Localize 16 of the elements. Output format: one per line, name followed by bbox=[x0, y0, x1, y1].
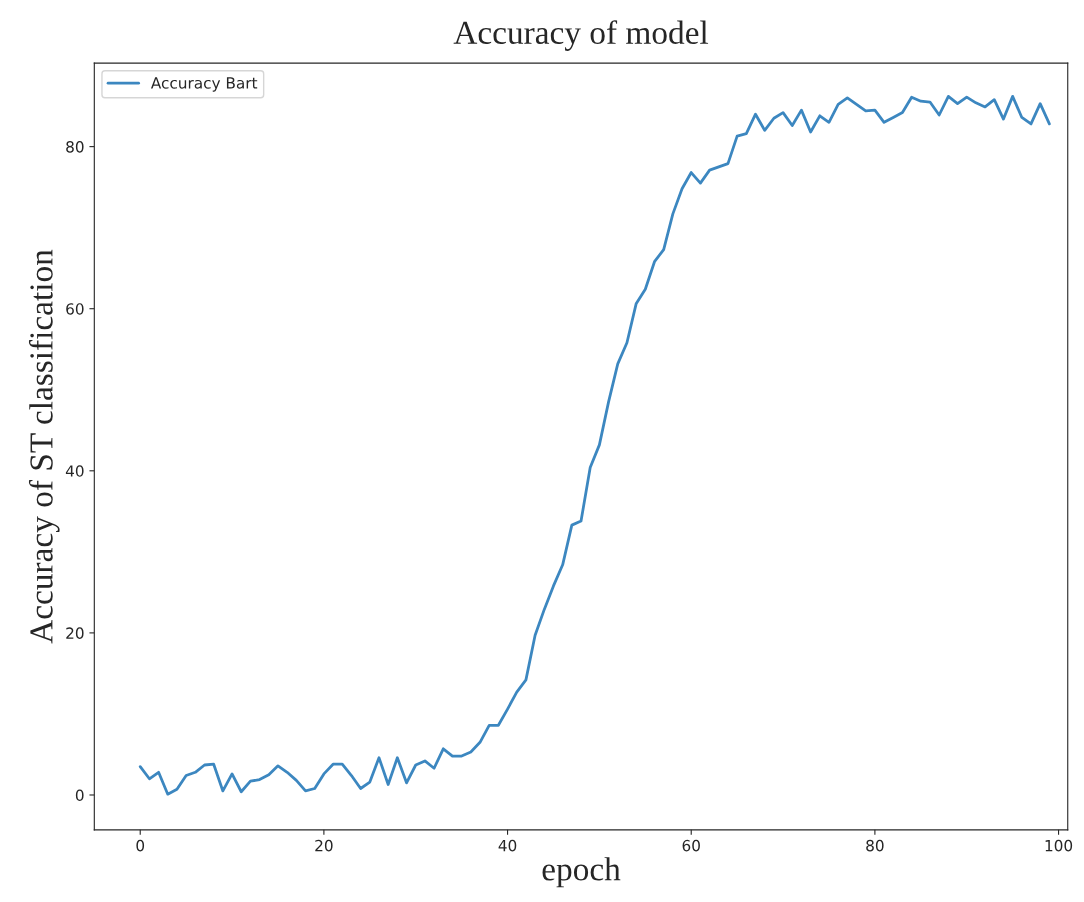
x-tick-label: 60 bbox=[682, 839, 700, 852]
y-tick-label: 0 bbox=[75, 789, 84, 802]
legend-label: Accuracy Bart bbox=[150, 77, 258, 92]
y-tick-label: 20 bbox=[66, 627, 84, 639]
y-tick-label: 60 bbox=[66, 303, 84, 315]
chart-title: Accuracy of model bbox=[453, 20, 709, 51]
line-series bbox=[138, 94, 1051, 796]
y-tick-label: 40 bbox=[65, 465, 84, 477]
x-tick-label: 40 bbox=[498, 839, 517, 852]
x-tick-label: 80 bbox=[866, 839, 884, 852]
x-axis-title: epoch bbox=[542, 857, 621, 888]
x-tick-label: 100 bbox=[1045, 839, 1073, 852]
x-tick-label: 20 bbox=[315, 839, 333, 852]
x-tick-label: 0 bbox=[136, 839, 145, 852]
y-axis-title: Accuracy of ST classification bbox=[28, 249, 60, 644]
y-tick-label: 80 bbox=[66, 141, 84, 153]
